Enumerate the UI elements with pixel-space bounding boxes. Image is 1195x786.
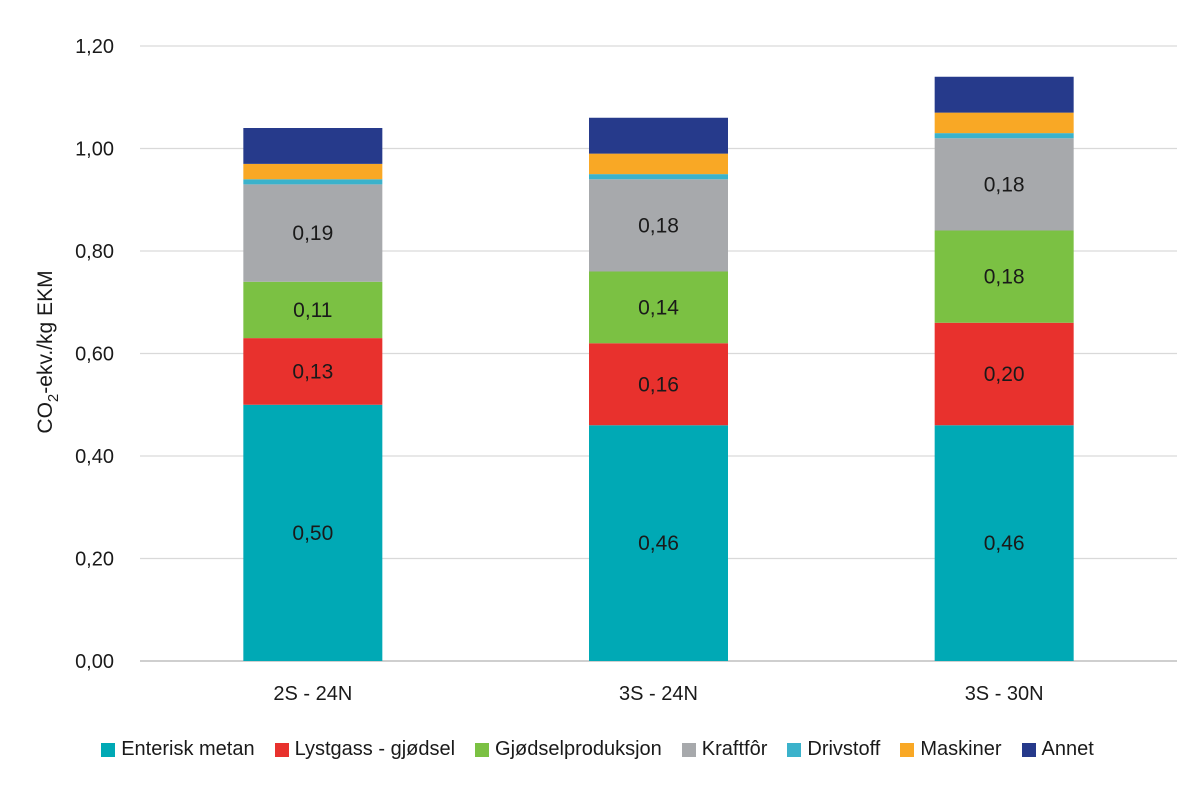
bar-segment (934, 138, 1074, 231)
legend-item: Gjødselproduksjon (475, 738, 662, 761)
y-axis-label-main: CO (34, 402, 57, 434)
bar-segment (589, 153, 728, 175)
legend-label: Enterisk metan (121, 738, 255, 760)
bar-segment (243, 163, 383, 180)
y-tick-label: 0,20 (75, 549, 114, 571)
y-axis-ticks: 0,00 0,20 0,40 0,60 0,80 1,00 1,20 (75, 36, 114, 673)
legend: Enterisk metan Lystgass - gjødsel Gjødselp… (0, 738, 1195, 761)
data-label: 0,18 (984, 266, 1025, 289)
legend-item: Annet (1021, 738, 1094, 761)
legend-item: Kraftfôr (681, 738, 768, 761)
data-label: 0,16 (638, 373, 679, 396)
bars: 0,50 0,13 0,11 0,19 0,46 0,16 0,14 0,18 0,46 0,20… (243, 76, 1074, 661)
x-tick-label: 3S - 30N (965, 683, 1044, 705)
y-tick-label: 0,60 (75, 344, 114, 366)
y-tick-label: 0,80 (75, 241, 114, 263)
legend-label: Kraftfôr (701, 738, 768, 760)
bar-segment (243, 184, 383, 282)
y-axis-label-sub: 2 (45, 394, 62, 402)
legend-item: Maskiner (900, 738, 1002, 761)
bar-segment (934, 322, 1074, 426)
bar-segment (589, 425, 728, 661)
data-label: 0,14 (638, 296, 679, 319)
bar-segment (243, 128, 383, 164)
data-label: 0,50 (292, 522, 333, 545)
legend-item: Enterisk metan (101, 738, 255, 761)
data-label: 0,11 (293, 299, 332, 322)
legend-label: Lystgass - gjødsel (294, 738, 456, 760)
legend-swatch (274, 742, 289, 757)
data-label: 0,19 (292, 222, 333, 245)
bar-segment (243, 281, 383, 339)
data-label: 0,46 (638, 532, 679, 555)
bar-segment (934, 425, 1074, 661)
data-label: 0,13 (292, 360, 333, 383)
legend-item: Drivstoff (787, 738, 880, 761)
data-label: 0,18 (638, 214, 679, 237)
x-axis-ticks: 2S - 24N 3S - 24N 3S - 30N (273, 683, 1043, 705)
bar-segment (243, 404, 383, 661)
legend-swatch (1021, 742, 1036, 757)
legend-swatch (475, 742, 490, 757)
bar-segment (589, 117, 728, 154)
legend-item: Lystgass - gjødsel (274, 738, 456, 761)
stacked-bar-chart: 0,00 0,20 0,40 0,60 0,80 1,00 1,20 0,50 0,13 0,1… (34, 36, 1177, 705)
y-tick-label: 1,20 (75, 36, 114, 58)
bar-segment (589, 343, 728, 426)
legend-swatch (900, 742, 915, 757)
bar-segment (589, 174, 728, 180)
bar-segment (243, 338, 383, 405)
bar-segment (934, 112, 1074, 134)
data-label: 0,18 (984, 173, 1025, 196)
legend-swatch (101, 742, 116, 757)
legend-label: Drivstoff (807, 738, 881, 760)
x-tick-label: 3S - 24N (619, 683, 698, 705)
y-axis-label: CO2-ekv./kg EKM (34, 270, 62, 433)
bar-segment (934, 76, 1074, 113)
y-tick-label: 1,00 (75, 139, 114, 161)
bar-segment (243, 179, 383, 185)
legend-label: Gjødselproduksjon (495, 738, 662, 760)
data-label: 0,20 (984, 363, 1025, 386)
y-axis-label-rest: -ekv./kg EKM (34, 270, 57, 393)
legend-swatch (681, 742, 696, 757)
bar-segment (934, 230, 1074, 323)
bar-segment (589, 179, 728, 272)
y-tick-label: 0,00 (75, 651, 114, 673)
y-tick-label: 0,40 (75, 446, 114, 468)
legend-label: Maskiner (920, 738, 1002, 760)
legend-swatch (787, 742, 802, 757)
legend-label: Annet (1041, 738, 1094, 760)
bar-segment (934, 133, 1074, 139)
x-tick-label: 2S - 24N (273, 683, 352, 705)
bar-segment (589, 271, 728, 344)
data-label: 0,46 (984, 532, 1025, 555)
